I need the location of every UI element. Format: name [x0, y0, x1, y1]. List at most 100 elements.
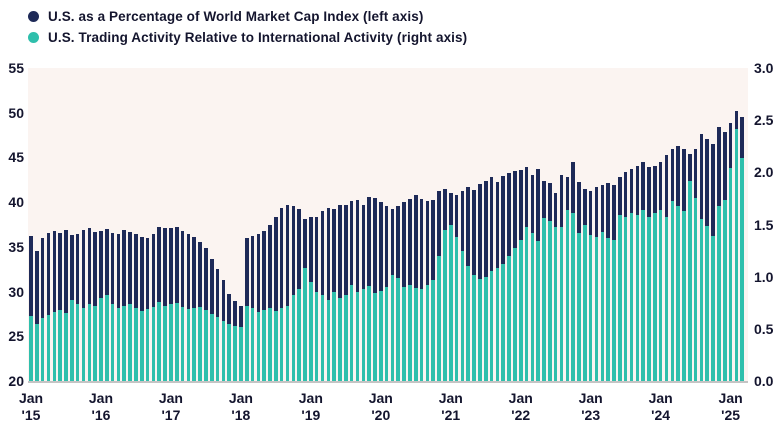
- trading-activity-bar: [443, 229, 447, 381]
- right-axis-tick-label: 1.0: [754, 268, 774, 285]
- trading-activity-bar: [75, 303, 80, 381]
- x-axis-tick-label: Jan '20: [368, 390, 393, 423]
- market-cap-bar: [40, 237, 45, 381]
- trading-activity-bar: [559, 226, 564, 381]
- market-cap-bar: [81, 229, 86, 381]
- legend-item-trading-activity: U.S. Trading Activity Relative to Intern…: [28, 27, 467, 48]
- right-axis-tick-label: 3.0: [754, 60, 774, 76]
- trading-activity-bar: [594, 237, 599, 381]
- trading-activity-bar: [635, 215, 640, 381]
- trading-activity-bar: [437, 255, 441, 381]
- market-cap-bar: [35, 251, 39, 381]
- trading-activity-bar: [390, 274, 395, 381]
- trading-activity-bar: [658, 209, 663, 381]
- trading-activity-bar: [29, 316, 33, 381]
- market-cap-bar: [344, 204, 348, 381]
- trading-activity-bar: [186, 309, 191, 381]
- trading-activity-bar: [256, 312, 261, 381]
- trading-activity-bar: [332, 292, 336, 381]
- left-axis-tick-label: 45: [8, 149, 24, 166]
- left-axis-tick-label: 30: [8, 283, 24, 300]
- trading-activity-bar: [279, 308, 284, 381]
- trading-activity-bar: [641, 209, 645, 381]
- market-cap-bar: [262, 230, 266, 381]
- trading-activity-bar: [35, 323, 39, 381]
- trading-activity-bar: [40, 318, 45, 381]
- trading-activity-bar: [262, 310, 266, 381]
- x-axis-tick-label: Jan '24: [648, 390, 673, 423]
- right-axis-tick-label: 0.5: [754, 320, 774, 337]
- trading-activity-bar: [314, 292, 319, 381]
- trading-activity-bar: [87, 303, 92, 381]
- trading-activity-bar: [722, 199, 727, 381]
- market-cap-bar: [134, 234, 138, 381]
- trading-activity-bar: [192, 308, 197, 381]
- trading-activity-bar: [664, 217, 669, 381]
- trading-activity-bar: [309, 281, 313, 381]
- market-cap-bar: [338, 204, 342, 381]
- trading-activity-bar: [338, 297, 342, 381]
- trading-activity-bar: [489, 271, 494, 381]
- trading-activity-bar: [122, 305, 127, 381]
- trading-activity-bar: [419, 289, 424, 381]
- trading-activity-bar: [285, 305, 290, 381]
- trading-activity-bar: [466, 266, 471, 381]
- left-axis-tick-label: 40: [8, 194, 24, 211]
- trading-activity-bar: [110, 303, 115, 381]
- trading-activity-bar: [623, 217, 628, 381]
- market-cap-bar: [279, 207, 284, 381]
- x-axis-tick-label: Jan '22: [508, 390, 533, 423]
- trading-activity-bar: [425, 285, 430, 381]
- trading-activity-bar: [513, 247, 517, 381]
- trading-activity-bar: [58, 310, 62, 381]
- trading-activity-bar: [134, 308, 138, 381]
- trading-activity-bar: [653, 213, 657, 381]
- trading-activity-bar: [379, 291, 383, 381]
- trading-activity-bar: [221, 320, 226, 381]
- trading-activity-bar: [297, 289, 301, 381]
- trading-activity-bar: [139, 311, 144, 381]
- trading-activity-bar: [355, 292, 360, 381]
- trading-activity-bar: [618, 215, 622, 381]
- market-cap-bar: [291, 205, 296, 381]
- trading-activity-bar: [384, 287, 389, 381]
- trading-activity-bar: [518, 240, 523, 381]
- right-axis-tick-label: 0.0: [754, 373, 774, 389]
- market-cap-bar: [285, 204, 290, 381]
- trading-activity-bar: [268, 308, 272, 381]
- trading-activity-bar: [542, 218, 546, 381]
- trading-activity-bar: [198, 306, 202, 381]
- trading-activity-bar: [629, 213, 634, 381]
- trading-activity-bar: [116, 308, 121, 381]
- trading-activity-bar: [180, 306, 185, 381]
- trading-activity-bar: [174, 302, 179, 381]
- trading-activity-bar: [577, 232, 581, 381]
- market-cap-bar: [274, 217, 278, 381]
- trading-activity-bar: [64, 313, 68, 381]
- trading-activity-bar: [548, 221, 552, 381]
- trading-activity-bar: [373, 293, 377, 381]
- trading-activity-bar: [460, 250, 465, 381]
- market-cap-bar: [122, 229, 127, 381]
- market-cap-bar: [52, 230, 57, 381]
- trading-activity-bar: [70, 299, 74, 381]
- x-axis-line: [28, 381, 748, 383]
- market-cap-bar: [139, 237, 144, 381]
- trading-activity-bar: [320, 295, 325, 381]
- legend-label-trading-activity: U.S. Trading Activity Relative to Intern…: [48, 30, 468, 45]
- trading-activity-bar: [530, 232, 535, 381]
- trading-activity-bar: [233, 325, 237, 381]
- trading-activity-bar: [670, 200, 675, 381]
- trading-activity-bar: [291, 295, 296, 381]
- trading-activity-bar: [157, 301, 162, 381]
- trading-activity-bar: [413, 288, 418, 381]
- trading-activity-bar: [728, 168, 733, 381]
- trading-activity-bar: [151, 306, 156, 381]
- trading-activity-bar: [583, 224, 587, 381]
- trading-activity-bar: [431, 279, 436, 381]
- trading-activity-bar: [396, 277, 401, 381]
- trading-activity-bar: [571, 213, 575, 381]
- trading-activity-bar: [46, 315, 51, 381]
- market-cap-bar: [46, 232, 51, 381]
- trading-activity-bar: [163, 305, 167, 381]
